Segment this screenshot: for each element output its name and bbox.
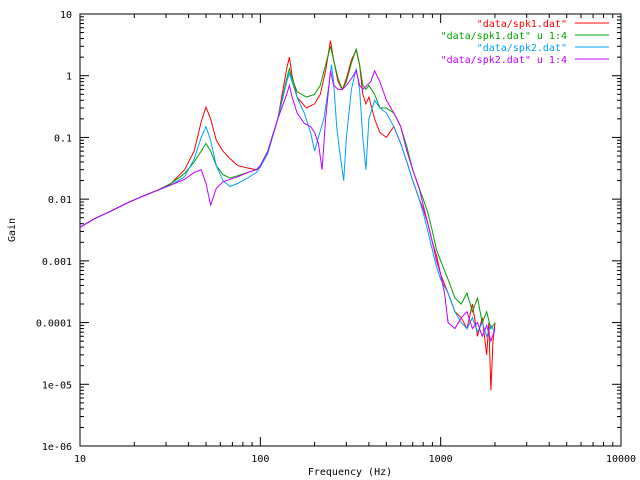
axis-ticks: 1e-06 1e-05 0.0001 0.001 0.01 0.1 1 10 10 100 1000… xyxy=(36,10,636,465)
x-tick-label: 10 xyxy=(74,454,86,465)
legend-label: "data/spk1.dat" xyxy=(477,19,567,30)
y-tick-label: 1e-06 xyxy=(42,442,72,453)
y-tick-label: 0.0001 xyxy=(36,319,72,330)
y-tick-label: 0.01 xyxy=(48,195,72,206)
legend-label: "data/spk2.dat" u 1:4 xyxy=(441,55,567,66)
x-axis-label: Frequency (Hz) xyxy=(308,467,392,478)
legend: "data/spk1.dat""data/spk1.dat" u 1:4"dat… xyxy=(441,19,609,66)
series-line xyxy=(79,46,496,330)
y-axis-label: Gain xyxy=(7,218,18,242)
series-line xyxy=(79,64,496,338)
series-line xyxy=(79,69,496,343)
plot-frame xyxy=(79,13,622,447)
x-tick-label: 10000 xyxy=(606,454,636,465)
x-tick-label: 1000 xyxy=(429,454,453,465)
y-tick-label: 1e-05 xyxy=(42,380,72,391)
y-tick-label: 0.001 xyxy=(42,257,72,268)
series-lines xyxy=(79,40,496,391)
legend-label: "data/spk1.dat" u 1:4 xyxy=(441,31,567,42)
legend-label: "data/spk2.dat" xyxy=(477,43,567,54)
y-tick-label: 1 xyxy=(66,72,72,83)
y-tick-label: 0.1 xyxy=(54,133,72,144)
x-tick-label: 100 xyxy=(251,454,269,465)
y-tick-label: 10 xyxy=(60,10,72,21)
